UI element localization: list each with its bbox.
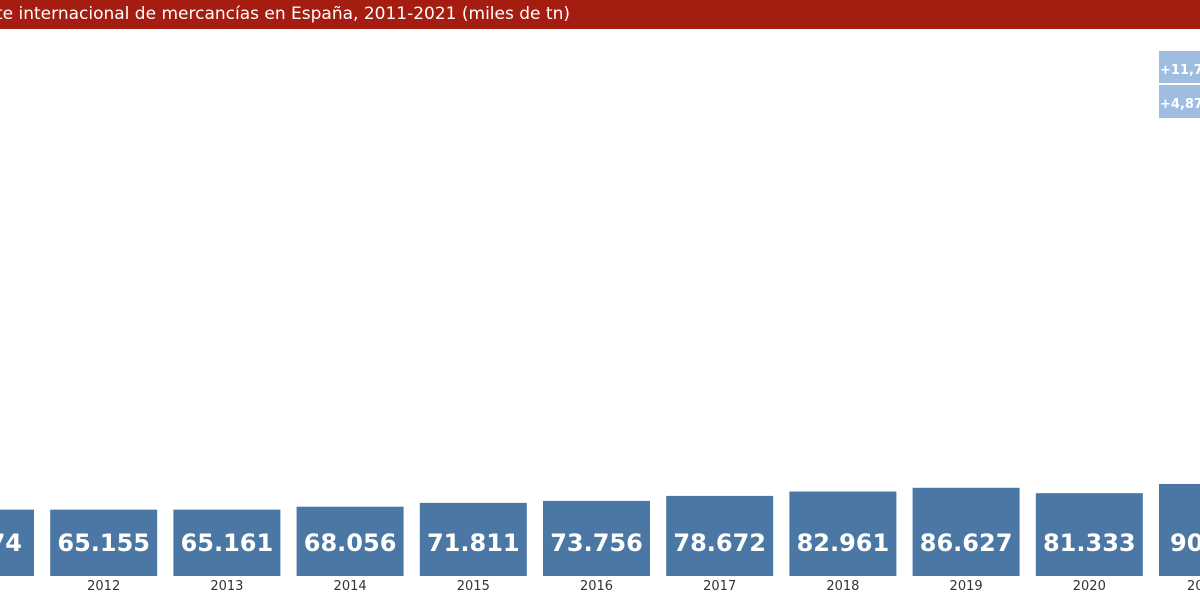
bar-value-label-2021: 90 [1170,529,1200,557]
bar-2021 [1159,483,1200,576]
x-tick-label-2013: 2013 [210,579,243,594]
annotation-label-2: +4,87 [1160,97,1200,112]
bar-2019 [912,487,1020,576]
bar-value-label-2012: 65.155 [57,529,150,557]
bar-2020 [1035,493,1143,576]
title-bar: rte internacional de mercancías en Españ… [0,0,1200,29]
bar-value-label-2017: 78.672 [673,529,766,557]
bar-value-label-2014: 68.056 [304,529,397,557]
annotation-separator [1159,481,1200,484]
bar-value-label-2019: 86.627 [920,529,1013,557]
chart-title: rte internacional de mercancías en Españ… [0,4,570,24]
bar-value-label-2018: 82.961 [797,529,890,557]
bar-2018 [789,491,897,576]
annotation-box-2 [1159,85,1200,118]
x-tick-label-2019: 2019 [950,579,983,594]
bar-2013 [173,509,281,576]
x-tick-label-2020: 2020 [1073,579,1106,594]
bar-value-label-2011: 74 [0,529,22,557]
annotation-box-1 [1159,51,1200,83]
x-tick-label-2014: 2014 [334,579,367,594]
bar-2011 [0,509,34,576]
annotation-label-1: +11,70 [1160,63,1200,78]
bar-value-label-2016: 73.756 [550,529,643,557]
x-tick-label-2021: 20 [1187,579,1200,594]
x-tick-label-2017: 2017 [703,579,736,594]
x-tick-label-2012: 2012 [87,579,120,594]
bar-value-label-2020: 81.333 [1043,529,1136,557]
bar-value-label-2015: 71.811 [427,529,520,557]
bar-2015 [419,502,527,576]
x-tick-label-2015: 2015 [457,579,490,594]
bar-2016 [543,500,650,576]
bar-2014 [296,506,404,576]
bar-value-label-2013: 65.161 [181,529,274,557]
x-tick-label-2016: 2016 [580,579,613,594]
bar-2017 [666,495,774,576]
bar-2012 [50,509,158,576]
x-tick-label-2018: 2018 [826,579,859,594]
